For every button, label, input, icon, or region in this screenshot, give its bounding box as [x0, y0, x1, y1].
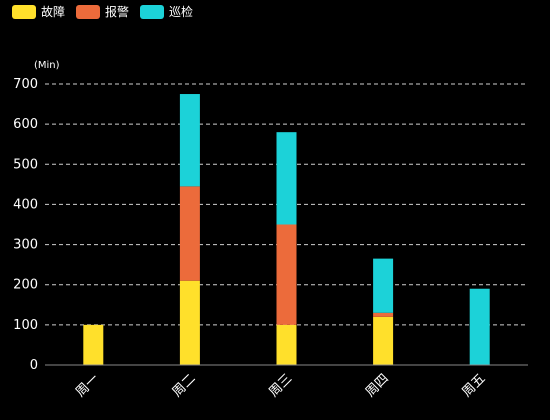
bar-1-2[interactable] — [179, 94, 200, 187]
bars — [83, 94, 490, 365]
y-axis-ticks: 0 100 200 300 400 500 600 700 — [13, 77, 38, 373]
legend-label-2[interactable]: 巡检 — [169, 4, 193, 19]
x-axis-ticks: 周一 周二 周三 周四 周五 — [73, 371, 488, 400]
x-tick-label-0: 周一 — [73, 371, 102, 400]
y-tick-label-700: 700 — [13, 77, 38, 92]
bar-3-1[interactable] — [373, 312, 394, 317]
y-tick-label-300: 300 — [13, 238, 38, 253]
bar-3-0[interactable] — [373, 316, 394, 365]
x-tick-label-2: 周三 — [266, 371, 295, 400]
bar-2-1[interactable] — [276, 224, 297, 325]
legend-swatch-2[interactable] — [140, 5, 164, 19]
legend-label-1[interactable]: 报警 — [105, 4, 129, 19]
bar-1-1[interactable] — [179, 186, 200, 281]
legend-swatch-1[interactable] — [76, 5, 100, 19]
x-tick-label-3: 周四 — [363, 371, 392, 400]
bar-3-2[interactable] — [373, 258, 394, 313]
legend: 故障 报警 巡检 — [12, 4, 193, 19]
bar-2-0[interactable] — [276, 324, 297, 365]
y-tick-label-400: 400 — [13, 197, 38, 212]
y-tick-label-500: 500 — [13, 157, 38, 172]
y-axis-unit: (Min) — [34, 60, 60, 71]
bar-1-0[interactable] — [179, 280, 200, 365]
bar-0-0[interactable] — [83, 324, 104, 365]
y-tick-label-600: 600 — [13, 117, 38, 132]
x-tick-label-4: 周五 — [460, 371, 489, 400]
x-tick-label-1: 周二 — [170, 371, 199, 400]
y-tick-label-100: 100 — [13, 318, 38, 333]
bar-2-2[interactable] — [276, 132, 297, 225]
y-tick-label-200: 200 — [13, 278, 38, 293]
bar-4-2[interactable] — [469, 288, 490, 365]
y-tick-label-0: 0 — [30, 358, 38, 373]
legend-swatch-0[interactable] — [12, 5, 36, 19]
legend-label-0[interactable]: 故障 — [41, 4, 65, 19]
